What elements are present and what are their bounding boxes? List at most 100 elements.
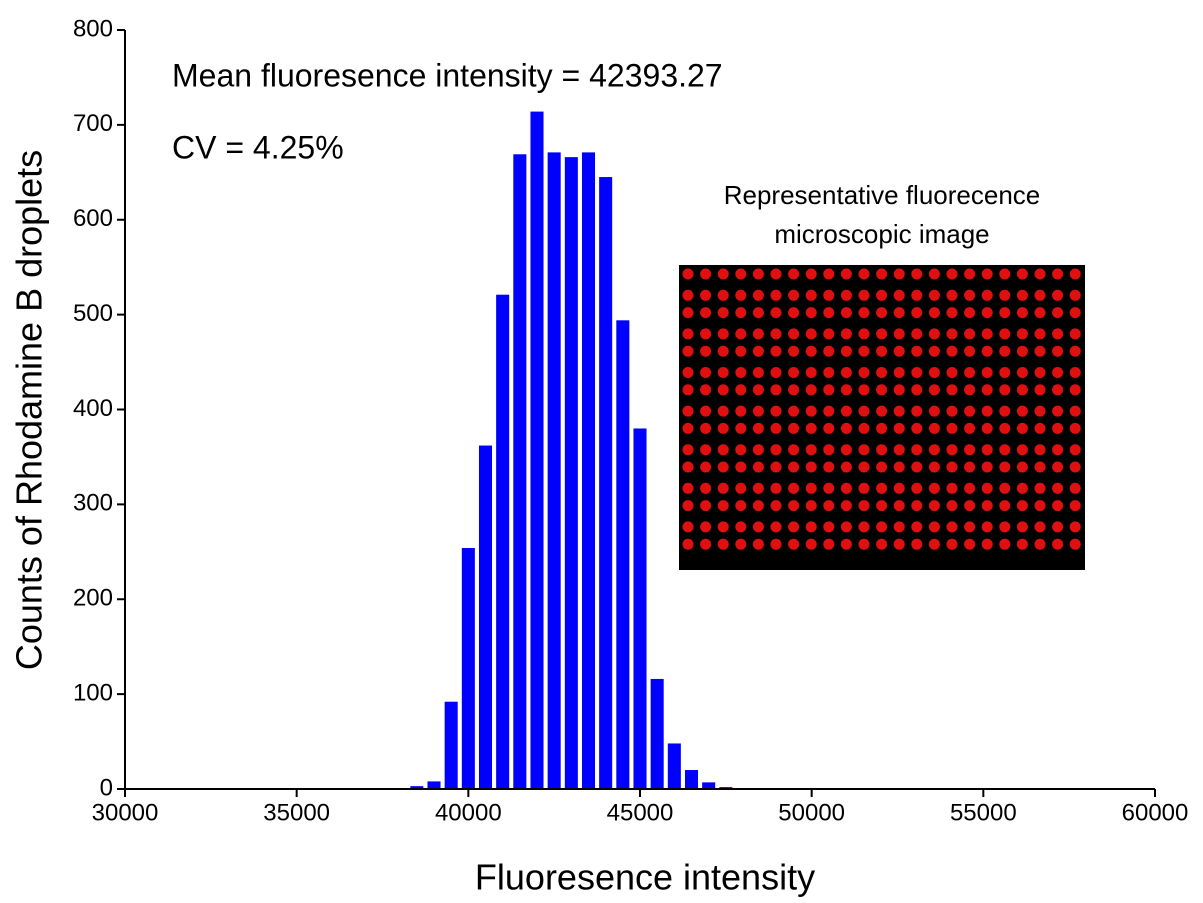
droplet [981, 384, 993, 396]
droplet [1069, 538, 1081, 550]
droplet [788, 367, 800, 378]
droplet [981, 268, 993, 280]
y-tick-label: 300 [73, 490, 113, 517]
droplet [893, 405, 905, 417]
droplet [1052, 367, 1064, 378]
droplet [735, 268, 747, 280]
droplet [840, 444, 852, 456]
droplet [928, 405, 940, 417]
droplet [788, 289, 800, 301]
droplet [682, 384, 694, 396]
droplet [911, 307, 923, 319]
droplet [717, 289, 729, 301]
droplet [1016, 444, 1028, 456]
droplet [735, 405, 747, 417]
droplet [928, 289, 940, 301]
droplet [1034, 307, 1046, 319]
droplet [981, 328, 993, 340]
droplet [752, 482, 764, 494]
droplet [1069, 444, 1081, 456]
droplet [1016, 538, 1028, 550]
droplet [788, 500, 800, 512]
droplet [946, 500, 958, 512]
droplet [823, 482, 835, 494]
droplet [946, 328, 958, 340]
droplet [840, 538, 852, 550]
droplet [876, 405, 888, 417]
droplet [964, 444, 976, 456]
droplet [823, 521, 835, 533]
droplet [981, 500, 993, 512]
bar [547, 152, 561, 790]
droplet [717, 538, 729, 550]
droplet [752, 289, 764, 301]
droplet [858, 384, 870, 396]
droplet [1034, 367, 1046, 378]
droplet [858, 422, 870, 434]
droplet [770, 384, 782, 396]
droplet [717, 461, 729, 473]
y-tick-label: 100 [73, 679, 113, 706]
droplet [1052, 538, 1064, 550]
droplet [823, 405, 835, 417]
droplet [1069, 367, 1081, 378]
droplet [928, 422, 940, 434]
droplet [928, 345, 940, 357]
droplet [1034, 482, 1046, 494]
droplet [735, 345, 747, 357]
droplet [717, 482, 729, 494]
droplet [999, 444, 1011, 456]
droplet [700, 289, 712, 301]
droplet [717, 345, 729, 357]
droplet [964, 328, 976, 340]
droplet [682, 538, 694, 550]
droplet [700, 482, 712, 494]
droplet [717, 500, 729, 512]
droplet [1016, 482, 1028, 494]
droplet [805, 289, 817, 301]
droplet [717, 384, 729, 396]
droplet [682, 444, 694, 456]
droplet [717, 405, 729, 417]
droplet [876, 461, 888, 473]
droplet [1052, 405, 1064, 417]
droplet [928, 328, 940, 340]
droplet [805, 384, 817, 396]
bar [410, 786, 424, 789]
droplet [682, 482, 694, 494]
droplet [946, 405, 958, 417]
droplet [805, 482, 817, 494]
droplet [752, 500, 764, 512]
droplet [964, 345, 976, 357]
droplet [911, 367, 923, 378]
droplet [1034, 538, 1046, 550]
droplet [876, 328, 888, 340]
droplet [700, 307, 712, 319]
droplet [876, 289, 888, 301]
droplet [876, 367, 888, 378]
droplet [1052, 521, 1064, 533]
droplet [981, 289, 993, 301]
droplet [893, 268, 905, 280]
droplet [752, 345, 764, 357]
x-tick-label: 55000 [950, 799, 1017, 826]
droplet [1016, 289, 1028, 301]
droplet [682, 268, 694, 280]
droplet [911, 482, 923, 494]
droplet [700, 268, 712, 280]
droplet [717, 307, 729, 319]
droplet [1069, 384, 1081, 396]
droplet [700, 384, 712, 396]
droplet [717, 521, 729, 533]
droplet [717, 268, 729, 280]
droplet [1052, 444, 1064, 456]
droplet [1034, 521, 1046, 533]
droplet [1069, 405, 1081, 417]
y-tick-label: 700 [73, 110, 113, 137]
droplet [700, 328, 712, 340]
droplet [981, 345, 993, 357]
x-tick-label: 50000 [778, 799, 845, 826]
droplet [1052, 328, 1064, 340]
droplet [858, 482, 870, 494]
droplet [876, 268, 888, 280]
